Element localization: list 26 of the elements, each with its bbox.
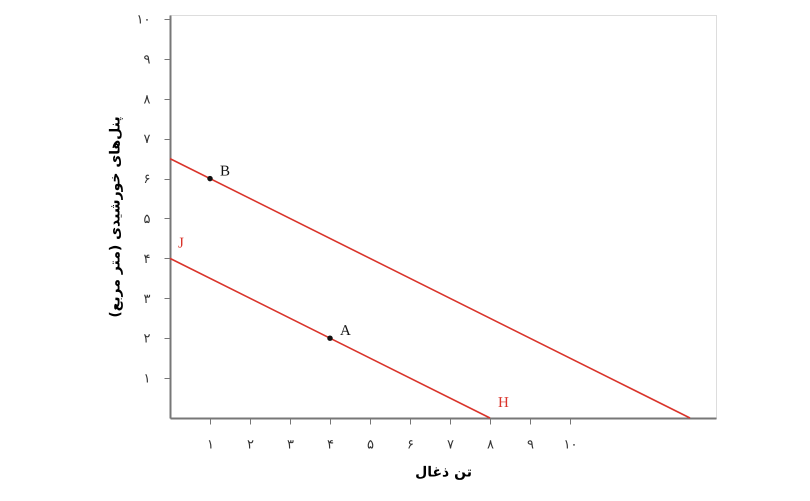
- x-tick-label: ۱: [207, 438, 214, 452]
- x-tick-label: ۴: [327, 438, 334, 452]
- x-tick-label: ۶: [407, 438, 414, 452]
- y-tick-label: ۳: [144, 292, 151, 307]
- x-tick-label: ۵: [367, 438, 374, 452]
- x-tick-label: ۱۰: [564, 438, 578, 452]
- y-tick-label: ۱۰: [136, 12, 150, 28]
- y-tick-label: ۲: [144, 332, 151, 347]
- annotation: A: [340, 323, 351, 340]
- annotation: B: [220, 164, 230, 180]
- x-tick-label: ۷: [447, 438, 454, 452]
- x-tick-label: ۲: [247, 438, 254, 452]
- annotation: J: [178, 235, 184, 252]
- annotation: H: [498, 395, 509, 411]
- y-tick-label: ۶: [144, 172, 150, 188]
- x-axis-title: تن ذغال: [415, 464, 472, 480]
- x-tick-label: ۹: [527, 438, 534, 452]
- y-tick-label: ۸: [144, 92, 151, 108]
- x-tick-label: ۳: [287, 438, 294, 452]
- y-tick-label: ۱: [144, 372, 150, 387]
- y-tick-label: ۵: [144, 212, 151, 227]
- y-tick-label: ۷: [144, 132, 151, 148]
- y-tick-label: ۴: [144, 252, 151, 267]
- x-tick-label: ۸: [487, 438, 494, 452]
- y-tick-label: ۹: [144, 52, 151, 68]
- y-axis-title: پنل‌های خورشیدی (متر مربع): [108, 116, 124, 318]
